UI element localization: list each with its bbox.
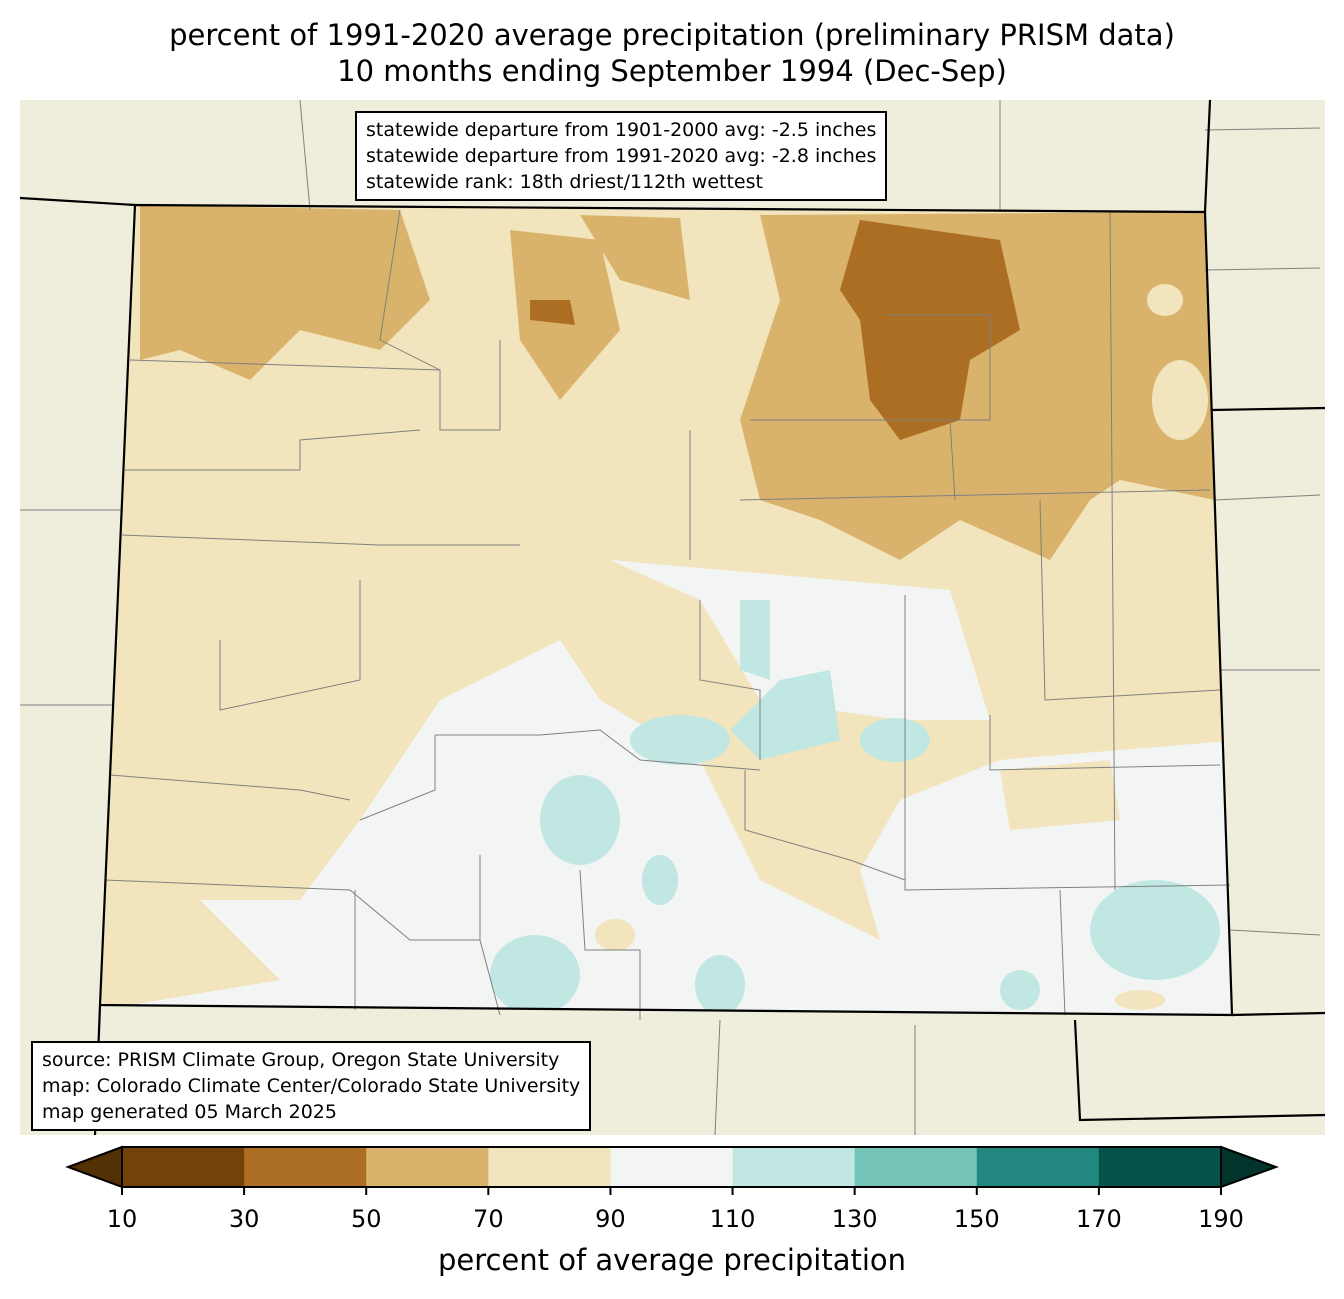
colorbar-label: percent of average precipitation [437,1243,907,1277]
colorbar-tick-label: 30 [228,1205,260,1233]
colorbar-segment [122,1147,245,1187]
colorbar-segment [1098,1147,1222,1187]
colorbar-over-arrow [1220,1145,1279,1189]
stats-departure-1991: statewide departure from 1991-2020 avg: … [366,145,877,167]
colorbar-segment [854,1147,978,1187]
stats-departure-1901: statewide departure from 1901-2000 avg: … [366,119,877,141]
county-boundaries [20,100,1321,1135]
colorbar-segment [488,1147,611,1187]
generated-date-line: map generated 05 March 2025 [42,1101,337,1123]
colorbar-tick-label: 10 [106,1205,138,1233]
colorbar-tick-label: 190 [1198,1205,1244,1233]
colorbar [65,1145,1279,1195]
colorbar-segment [732,1147,856,1187]
colorbar-tick-label: 90 [595,1205,626,1233]
colorbar-under-arrow [65,1145,123,1189]
source-line: source: PRISM Climate Group, Oregon Stat… [42,1049,560,1071]
colorbar-segment [976,1147,1100,1187]
colorbar-tick-label: 130 [831,1205,878,1233]
colorbar-tick-label: 150 [953,1205,1000,1233]
colorbar-tick-label: 110 [709,1205,756,1233]
colorado-precip-field [100,205,1232,1015]
colorbar-segment [366,1147,489,1187]
precipitation-map [20,100,1325,1135]
colorbar-tick-label: 70 [473,1205,504,1233]
colorbar-tick-label: 170 [1075,1205,1122,1233]
map-credit-line: map: Colorado Climate Center/Colorado St… [42,1075,581,1097]
map-subtitle: 10 months ending September 1994 (Dec-Sep… [337,54,1007,88]
source-box: source: PRISM Climate Group, Oregon Stat… [31,1041,592,1131]
statewide-stats-box: statewide departure from 1901-2000 avg: … [355,111,888,201]
stats-rank: statewide rank: 18th driest/112th wettes… [366,171,763,193]
map-title: percent of 1991-2020 average precipitati… [169,18,1175,52]
colorbar-segment [610,1147,734,1187]
colorbar-segment [244,1147,367,1187]
colorbar-tick-label: 50 [350,1205,382,1233]
